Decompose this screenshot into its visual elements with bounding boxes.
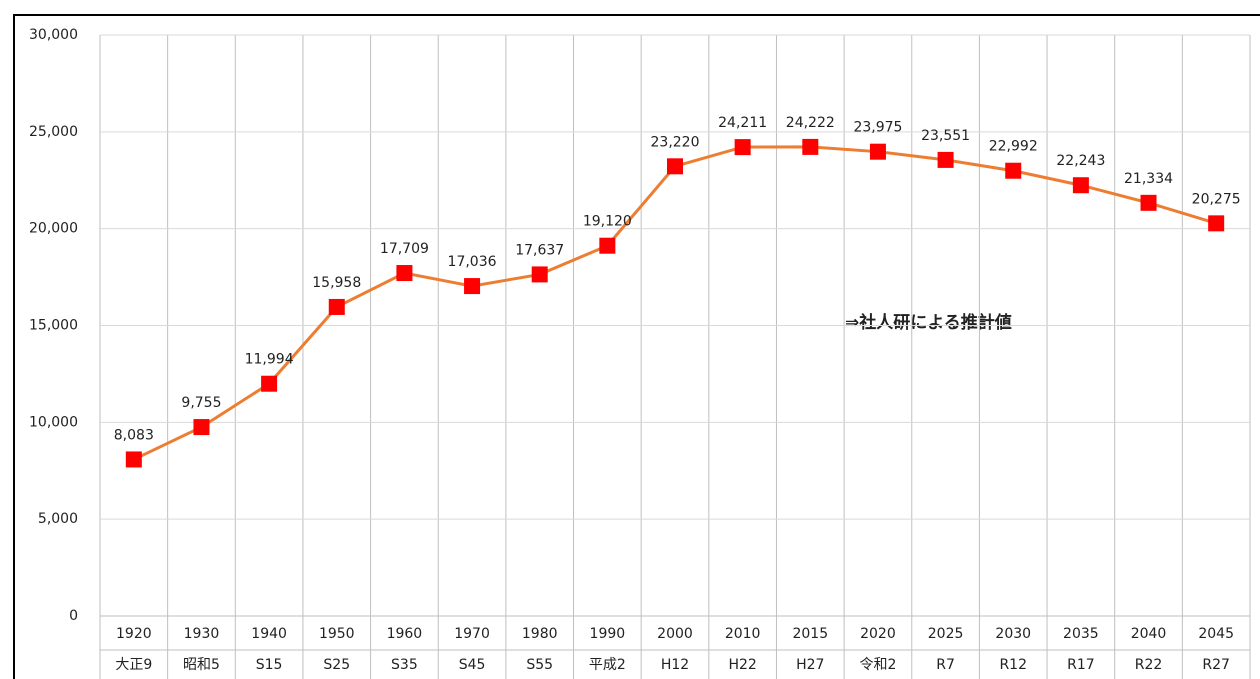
- x-tick-sublabel: S25: [323, 657, 350, 673]
- y-tick-label: 10,000: [29, 414, 78, 430]
- data-label: 19,120: [583, 214, 632, 230]
- x-tick-sublabel: R22: [1135, 657, 1163, 673]
- marker: [125, 451, 142, 468]
- data-label: 15,958: [312, 275, 361, 291]
- marker: [193, 419, 210, 436]
- marker: [599, 237, 616, 254]
- x-tick-label: 2025: [928, 626, 964, 642]
- x-tick-sublabel: R12: [999, 657, 1027, 673]
- x-tick-label: 1940: [251, 626, 287, 642]
- data-label: 17,709: [380, 241, 429, 257]
- x-tick-sublabel: S35: [391, 657, 418, 673]
- x-tick-label: 2045: [1198, 626, 1234, 642]
- x-tick-label: 2030: [995, 626, 1031, 642]
- marker: [1140, 194, 1157, 211]
- x-tick-label: 2020: [860, 626, 896, 642]
- x-tick-sublabel: S45: [459, 657, 486, 673]
- marker: [1005, 162, 1022, 179]
- data-label: 22,243: [1056, 153, 1105, 169]
- marker: [464, 278, 481, 295]
- marker: [869, 143, 886, 160]
- x-tick-sublabel: H22: [728, 657, 756, 673]
- marker: [734, 139, 751, 156]
- x-tick-sublabel: R17: [1067, 657, 1095, 673]
- y-tick-label: 30,000: [29, 27, 78, 43]
- x-tick-label: 1980: [522, 626, 558, 642]
- marker: [261, 375, 278, 392]
- data-label: 8,083: [114, 427, 154, 443]
- x-tick-label: 2040: [1131, 626, 1167, 642]
- y-tick-label: 5,000: [38, 511, 78, 527]
- data-label: 22,992: [989, 139, 1038, 155]
- marker: [328, 298, 345, 315]
- marker: [937, 151, 954, 168]
- marker: [531, 266, 548, 283]
- data-label: 20,275: [1192, 191, 1241, 207]
- series-line: [133, 145, 1217, 461]
- x-tick-label: 2000: [657, 626, 693, 642]
- data-label: 17,036: [448, 254, 497, 270]
- data-label: 9,755: [181, 395, 221, 411]
- data-label: 23,220: [651, 134, 700, 150]
- x-tick-sublabel: 平成2: [589, 657, 626, 673]
- marker: [1208, 215, 1225, 232]
- x-tick-label: 1930: [184, 626, 220, 642]
- chart-frame: [13, 14, 1260, 679]
- x-tick-label: 1970: [454, 626, 490, 642]
- data-label: 17,637: [515, 242, 564, 258]
- x-tick-label: 2010: [725, 626, 761, 642]
- y-tick-label: 20,000: [29, 221, 78, 237]
- x-tick-sublabel: R27: [1202, 657, 1230, 673]
- x-tick-sublabel: S55: [526, 657, 553, 673]
- y-tick-label: 15,000: [29, 318, 78, 334]
- x-tick-sublabel: H27: [796, 657, 824, 673]
- x-tick-sublabel: R7: [936, 657, 955, 673]
- data-label: 24,211: [718, 115, 767, 131]
- data-label: 21,334: [1124, 171, 1173, 187]
- data-label: 23,551: [921, 128, 970, 144]
- x-tick-sublabel: H12: [661, 657, 689, 673]
- x-tick-sublabel: S15: [256, 657, 283, 673]
- y-tick-label: 25,000: [29, 124, 78, 140]
- x-tick-sublabel: 令和2: [859, 657, 896, 673]
- data-label: 11,994: [245, 352, 294, 368]
- x-tick-sublabel: 昭和5: [183, 657, 220, 673]
- x-tick-label: 1950: [319, 626, 355, 642]
- data-label: 23,975: [853, 120, 902, 136]
- marker: [1072, 177, 1089, 194]
- data-label: 24,222: [786, 115, 835, 131]
- x-tick-label: 1990: [590, 626, 626, 642]
- x-tick-sublabel: 大正9: [115, 657, 152, 673]
- x-tick-label: 1920: [116, 626, 152, 642]
- x-tick-label: 2035: [1063, 626, 1099, 642]
- marker: [802, 138, 819, 155]
- y-tick-label: 0: [69, 608, 78, 624]
- marker: [396, 265, 413, 282]
- x-tick-label: 1960: [387, 626, 423, 642]
- x-tick-label: 2015: [792, 626, 828, 642]
- marker: [667, 158, 683, 175]
- annotation: ⇒社人研による推計値: [845, 312, 1012, 333]
